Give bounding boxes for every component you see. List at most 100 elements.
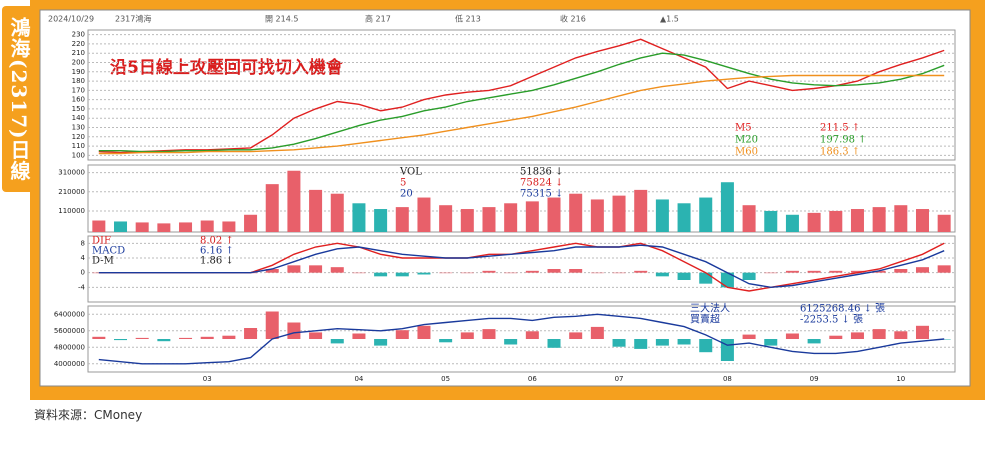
y-tick-label: 110: [72, 142, 85, 150]
bar: [352, 333, 366, 339]
y-tick-label: 150: [72, 105, 85, 113]
bar: [894, 205, 908, 232]
bar: [872, 329, 886, 339]
bar: [785, 214, 799, 232]
panel: [87, 164, 956, 233]
bar: [612, 195, 626, 232]
bar: [850, 270, 864, 273]
bar: [547, 339, 561, 348]
bar: [439, 272, 453, 274]
bar: [937, 265, 951, 273]
y-tick-label: 140: [72, 114, 85, 122]
line: [98, 74, 945, 155]
bar: [829, 270, 843, 273]
bar: [504, 339, 518, 345]
bar: [157, 339, 171, 342]
bar: [352, 203, 366, 232]
y-tick-label: -4: [78, 283, 86, 291]
source: 資料來源：CMoney: [34, 408, 143, 422]
bar: [374, 209, 388, 232]
bar: [612, 339, 626, 347]
y-tick-label: 6400000: [54, 310, 85, 318]
bar: [374, 272, 388, 277]
x-tick-label: 06: [528, 375, 537, 383]
bar: [742, 334, 756, 339]
bar: [265, 269, 279, 273]
bar: [720, 182, 734, 232]
x-tick-label: 04: [354, 375, 363, 383]
bar: [287, 170, 301, 232]
readout-value: 51836 ↓: [520, 167, 563, 178]
x-tick-label: 05: [441, 375, 450, 383]
bar: [677, 339, 691, 345]
bar: [764, 272, 778, 274]
bar: [114, 221, 128, 232]
bar: [309, 265, 323, 273]
bar: [742, 272, 756, 280]
y-tick-label: 310000: [58, 169, 85, 177]
bar: [612, 272, 626, 274]
bar: [417, 272, 431, 275]
bar: [699, 339, 713, 353]
bar: [504, 272, 518, 274]
y-tick-label: 4000000: [54, 360, 85, 368]
bar: [395, 272, 409, 277]
readout-name: DIF: [92, 236, 111, 247]
bar: [894, 331, 908, 339]
y-tick-label: 4: [81, 254, 86, 262]
y-tick-label: 110000: [58, 207, 85, 215]
bar: [265, 184, 279, 232]
readout-value: 6125268.46 ↓ 張: [800, 303, 885, 315]
readout-value: 197.98 ↑: [820, 135, 867, 146]
readout-name: MACD: [92, 246, 125, 257]
bar: [482, 329, 496, 339]
readout-name: M20: [735, 135, 758, 146]
bar: [330, 193, 344, 232]
bar: [634, 339, 648, 349]
bar: [915, 209, 929, 232]
readout-value: 75315 ↓: [520, 189, 563, 200]
bar: [330, 339, 344, 344]
bar: [92, 336, 106, 339]
bar: [655, 199, 669, 232]
bar: [850, 209, 864, 232]
x-tick-label: 10: [896, 375, 905, 383]
bar: [655, 339, 669, 346]
readout-name: D-M: [92, 256, 114, 267]
readout-name: M5: [735, 123, 752, 134]
bar: [785, 333, 799, 339]
bar: [460, 332, 474, 339]
bar: [915, 267, 929, 273]
bar: [179, 337, 193, 339]
bar: [525, 201, 539, 232]
bar: [439, 205, 453, 232]
y-tick-label: 230: [72, 31, 85, 39]
bar: [699, 272, 713, 284]
y-tick-label: 160: [72, 96, 85, 104]
readout-value: 211.5 ↑: [820, 123, 860, 134]
header-item: 開 214.5: [265, 15, 298, 24]
bar: [330, 267, 344, 273]
x-tick-label: 07: [615, 375, 624, 383]
bar: [829, 335, 843, 339]
bar: [222, 335, 236, 339]
side-title: 鴻海(2317)日線: [2, 6, 36, 192]
bar: [309, 189, 323, 232]
header-item: 低 213: [455, 14, 481, 24]
bar: [547, 269, 561, 273]
x-tick-label: 08: [723, 375, 732, 383]
y-tick-label: 130: [72, 124, 85, 132]
panel: [87, 29, 956, 161]
y-tick-label: 210000: [58, 188, 85, 196]
readout-value: 1.86 ↓: [200, 256, 234, 267]
bar: [287, 265, 301, 273]
bar: [374, 339, 388, 346]
y-tick-label: 220: [72, 40, 85, 48]
bar: [677, 272, 691, 280]
y-tick-label: 210: [72, 49, 85, 57]
bar: [222, 221, 236, 232]
y-tick-label: 5600000: [54, 327, 85, 335]
bar: [590, 326, 604, 339]
readout-name: 20: [400, 189, 413, 200]
bar: [807, 212, 821, 232]
